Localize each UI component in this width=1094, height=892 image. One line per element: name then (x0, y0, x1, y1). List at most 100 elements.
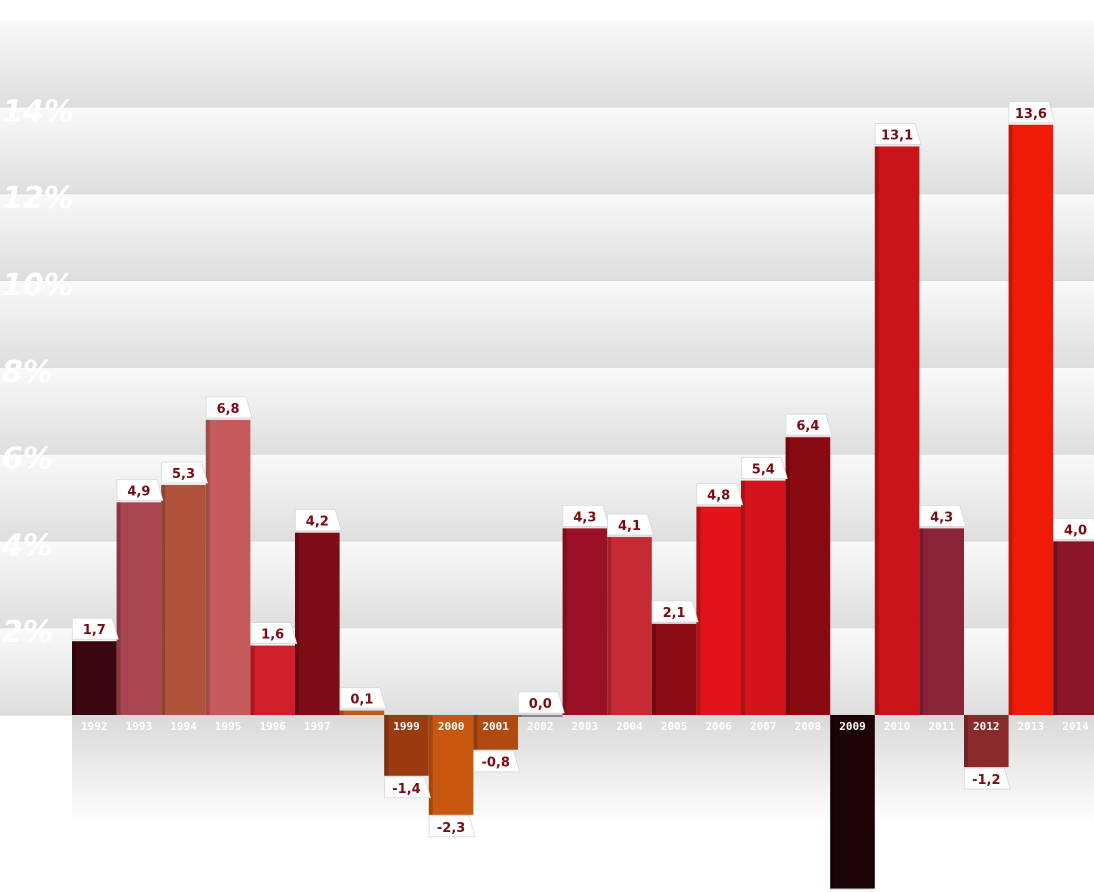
bar-shade (161, 484, 166, 715)
x-tick-label: 1994 (170, 720, 197, 733)
bar (205, 419, 251, 715)
y-tick-label: 12% (2, 181, 74, 216)
negative-band (72, 715, 1094, 825)
y-tick-label: 8% (2, 355, 53, 390)
value-label-tag (161, 461, 209, 484)
bar-shade (116, 502, 121, 715)
bar-shade (72, 641, 76, 715)
value-label: 4,2 (306, 515, 329, 530)
value-label-tag (339, 687, 387, 710)
bar-shade (830, 715, 835, 889)
bar-shade (651, 623, 656, 715)
x-tick-label: 2012 (973, 720, 1000, 733)
value-label-tag (651, 600, 699, 623)
x-tick-label: 2006 (705, 720, 732, 733)
x-tick-label: 2000 (438, 720, 465, 733)
value-label-tag (919, 504, 967, 527)
bar-shade (295, 532, 299, 715)
x-tick-label: 2005 (661, 720, 688, 733)
value-label: 4,1 (618, 519, 641, 534)
value-label-tag (250, 622, 298, 644)
y-axis-ticks: 2% 4% 6% 8% 10% 12% 14% (1, 94, 74, 650)
value-label-tag (116, 478, 164, 501)
bar (785, 437, 831, 715)
value-label-tag (517, 691, 565, 714)
value-label: 1,6 (261, 628, 284, 643)
x-tick-label: 2004 (616, 720, 643, 733)
value-labels: 1,7 4,9 5,3 6,8 1,6 4,2 0,1 -1,4 -2,3 -0,8 0,0 4,3 4… (71, 101, 1094, 892)
bar (116, 502, 162, 715)
x-tick-label: 2001 (482, 720, 509, 733)
bar (964, 715, 1009, 768)
x-tick-label: 2007 (750, 720, 777, 733)
value-label: -2,3 (437, 821, 465, 836)
value-label-tag (874, 123, 922, 145)
bars (72, 124, 1094, 889)
value-label: 2,1 (663, 606, 686, 621)
bar (72, 641, 117, 715)
bar (428, 715, 474, 815)
bar-shade (874, 146, 879, 715)
value-label: 6,8 (217, 402, 240, 417)
x-tick-label: 1999 (393, 720, 420, 733)
value-label: -1,4 (392, 782, 420, 797)
value-label: 0,1 (350, 693, 373, 708)
value-label-tag (1053, 518, 1094, 540)
y-tick-label: 6% (2, 442, 53, 477)
value-label-tag (696, 483, 744, 506)
bar (1053, 541, 1094, 715)
y-tick-label: 2% (2, 615, 53, 650)
bar (518, 715, 563, 717)
x-tick-label: 1996 (259, 720, 286, 733)
value-label-tag (71, 617, 119, 640)
bar (696, 506, 741, 715)
bar-shade (205, 419, 210, 715)
value-label-tag (384, 776, 432, 799)
bar (830, 715, 875, 889)
bar-shade (428, 715, 433, 815)
x-tick-label: 2002 (527, 720, 554, 733)
value-label-tag (740, 457, 788, 480)
value-label-tag (963, 767, 1011, 790)
bar (295, 532, 340, 715)
value-label-tag (205, 396, 253, 419)
value-label-tag (473, 750, 521, 773)
x-axis-year-labels: 1992 1993 1994 1995 1996 1997 1999 2000 2001 2002… (81, 720, 1089, 733)
bar-shade (518, 715, 522, 717)
value-label: 4,0 (1064, 523, 1087, 538)
x-tick-label: 2011 (928, 720, 955, 733)
x-tick-label: 1992 (81, 720, 108, 733)
bar-shade (785, 437, 790, 715)
bar (1008, 124, 1054, 715)
bar-shade (696, 506, 701, 715)
value-label: 6,4 (796, 419, 819, 434)
y-tick-label: 10% (2, 268, 74, 303)
value-label: -0,8 (481, 756, 509, 771)
bar-shade (741, 480, 745, 715)
bar (874, 146, 920, 715)
bar-shade (250, 645, 255, 715)
value-label-tag (294, 509, 342, 532)
bar (919, 528, 964, 715)
x-tick-label: 1995 (215, 720, 242, 733)
bar-shade (1053, 541, 1058, 715)
x-tick-label: 2013 (1018, 720, 1045, 733)
value-label-tag (830, 889, 872, 892)
value-label: 5,3 (172, 467, 195, 482)
bar (161, 484, 206, 715)
grid-band (0, 194, 1094, 281)
bar (339, 710, 385, 715)
value-label: -1,2 (972, 773, 1000, 788)
bar-shade (1008, 124, 1013, 715)
grid-band (0, 281, 1094, 368)
y-tick-label: 4% (1, 528, 53, 563)
value-label: 5,4 (752, 463, 775, 478)
bar-shade (384, 715, 389, 776)
x-tick-label: 2010 (884, 720, 911, 733)
value-label: 13,1 (881, 128, 913, 143)
value-label-tag (607, 513, 655, 536)
y-tick-label: 14% (2, 94, 74, 129)
x-tick-label: 2014 (1062, 720, 1089, 733)
